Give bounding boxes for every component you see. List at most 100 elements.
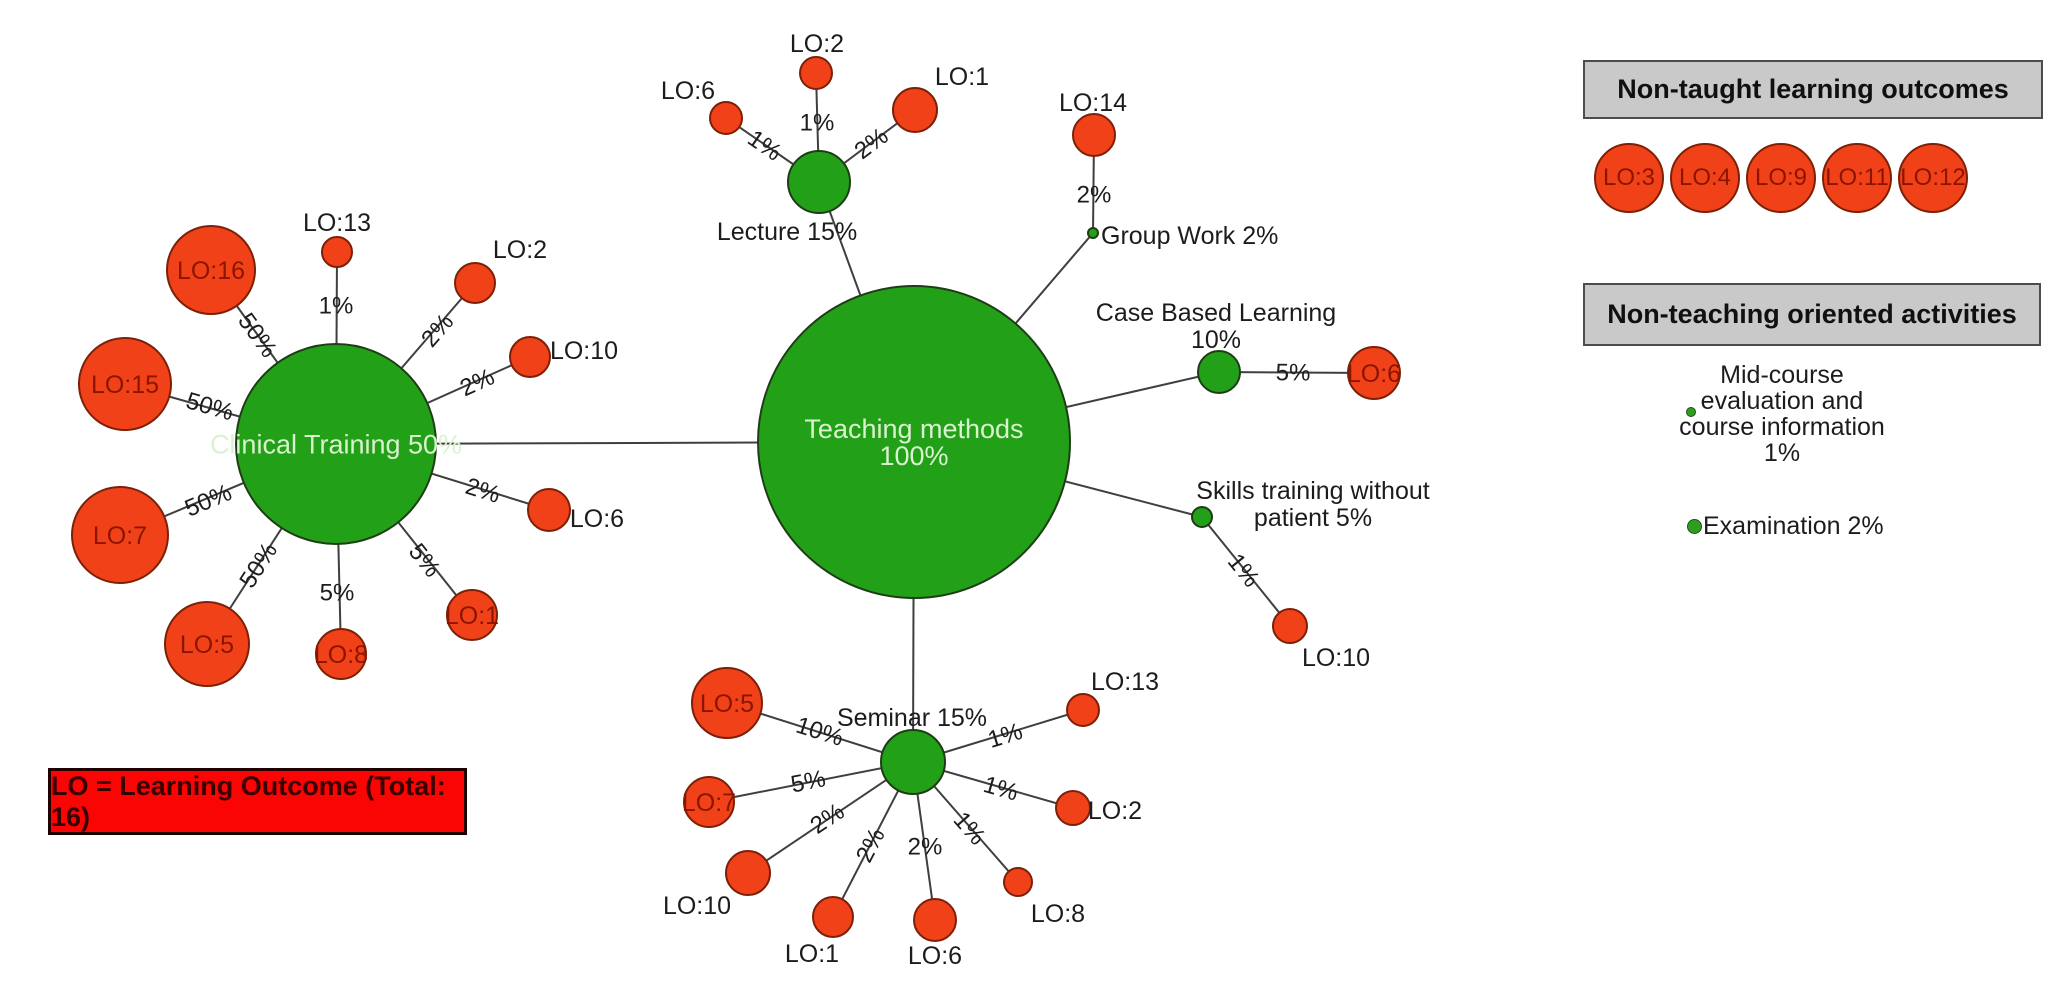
edge-percent-label-clinical-training-lo1: 5% bbox=[403, 539, 446, 583]
method-label-teaching-methods: Teaching methods bbox=[804, 414, 1023, 444]
outcome-node-lecture-lo2 bbox=[799, 56, 833, 90]
method-node-seminar bbox=[880, 729, 946, 795]
outcome-node-clinical-training-lo10 bbox=[509, 336, 551, 378]
edge-percent-label-seminar-lo2: 1% bbox=[980, 771, 1021, 807]
non-taught-outcome-lo11: LO:11 bbox=[1822, 143, 1892, 213]
non-taught-outcome-lo4: LO:4 bbox=[1670, 143, 1740, 213]
outcome-node-clinical-training-lo6 bbox=[527, 488, 571, 532]
outcome-node-clinical-training-lo5 bbox=[164, 601, 250, 687]
non-taught-outcome-lo9: LO:9 bbox=[1746, 143, 1816, 213]
edge-percent-label-lecture-lo2: 1% bbox=[800, 109, 835, 136]
outcome-node-seminar-lo10 bbox=[725, 850, 771, 896]
outcome-node-group-work-lo14 bbox=[1072, 113, 1116, 157]
outcome-label-clinical-training-lo1: LO:1 bbox=[445, 602, 499, 630]
outcome-label-seminar-lo10: LO:10 bbox=[663, 892, 731, 920]
outcome-label-clinical-training-lo2: LO:2 bbox=[493, 236, 547, 264]
outcome-node-seminar-lo7 bbox=[683, 776, 735, 828]
method-node-case-based-learning bbox=[1197, 350, 1241, 394]
outcome-label-case-based-learning-lo6: LO:6 bbox=[1347, 360, 1401, 388]
outcome-label-lecture-lo2: LO:2 bbox=[790, 30, 844, 58]
outcome-node-seminar-lo6 bbox=[913, 898, 957, 942]
method-node-lecture bbox=[787, 150, 851, 214]
edge-percent-label-clinical-training-lo13: 1% bbox=[319, 292, 354, 319]
edge-percent-label-clinical-training-lo15: 50% bbox=[183, 387, 237, 426]
outcome-label-clinical-training-lo5: LO:5 bbox=[180, 631, 234, 659]
method-label-case-based-learning: 10% bbox=[1191, 326, 1241, 354]
method-label-group-work: Group Work 2% bbox=[1101, 222, 1278, 250]
edge-seminar-lo10 bbox=[747, 761, 914, 874]
edge-percent-label-seminar-lo10: 2% bbox=[806, 798, 850, 840]
edge-percent-label-seminar-lo7: 5% bbox=[789, 765, 828, 798]
examination-dot bbox=[1687, 519, 1702, 534]
outcome-node-lecture-lo1 bbox=[892, 87, 938, 133]
examination-activity-label: Examination 2% bbox=[1703, 512, 1884, 540]
edge-percent-label-lecture-lo6: 1% bbox=[743, 125, 787, 167]
outcome-label-lecture-lo6: LO:6 bbox=[661, 77, 715, 105]
mid-course-line: Mid-course bbox=[1720, 361, 1844, 389]
outcome-label-seminar-lo2: LO:2 bbox=[1088, 797, 1142, 825]
outcome-node-clinical-training-lo7 bbox=[71, 486, 169, 584]
outcome-label-clinical-training-lo16: LO:16 bbox=[177, 257, 245, 285]
outcome-label-seminar-lo7: LO:7 bbox=[682, 789, 736, 817]
edge-percent-label-clinical-training-lo5: 50% bbox=[234, 538, 283, 593]
non-taught-outcome-lo12: LO:12 bbox=[1898, 143, 1968, 213]
method-node-group-work bbox=[1087, 227, 1099, 239]
method-node-clinical-training bbox=[235, 343, 437, 545]
edge-percent-label-clinical-training-lo10: 2% bbox=[456, 363, 499, 402]
outcome-node-clinical-training-lo13 bbox=[321, 236, 353, 268]
outcome-label-group-work-lo14: LO:14 bbox=[1059, 89, 1127, 117]
method-label-clinical-training: Clinical Training 50% bbox=[210, 429, 462, 459]
non-taught-outcomes-header: Non-taught learning outcomes bbox=[1583, 60, 2043, 119]
method-label-teaching-methods: 100% bbox=[879, 441, 948, 471]
outcome-label-clinical-training-lo15: LO:15 bbox=[91, 371, 159, 399]
method-label-case-based-learning: Case Based Learning bbox=[1096, 299, 1336, 327]
edge-percent-label-clinical-training-lo2: 2% bbox=[416, 309, 459, 353]
outcome-label-seminar-lo6: LO:6 bbox=[908, 942, 962, 970]
outcome-label-skills-training-without-patient-lo10: LO:10 bbox=[1302, 644, 1370, 672]
method-node-skills-training-without-patient bbox=[1191, 506, 1213, 528]
outcome-node-case-based-learning-lo6 bbox=[1347, 346, 1401, 400]
edge-percent-label-seminar-lo13: 1% bbox=[985, 718, 1026, 754]
edge-percent-label-clinical-training-lo6: 2% bbox=[462, 473, 503, 509]
edge-percent-label-clinical-training-lo7: 50% bbox=[181, 479, 236, 523]
edge-percent-label-lecture-lo1: 2% bbox=[850, 123, 894, 165]
outcome-label-clinical-training-lo13: LO:13 bbox=[303, 209, 371, 237]
method-label-seminar: Seminar 15% bbox=[837, 704, 987, 732]
edge-seminar-lo7 bbox=[708, 761, 914, 803]
outcome-node-seminar-lo5 bbox=[691, 667, 763, 739]
edge-percent-label-group-work-lo14: 2% bbox=[1077, 181, 1112, 208]
outcome-node-skills-training-without-patient-lo10 bbox=[1272, 608, 1308, 644]
outcome-label-lecture-lo1: LO:1 bbox=[935, 63, 989, 91]
method-node-teaching-methods bbox=[757, 285, 1071, 599]
outcome-node-seminar-lo13 bbox=[1066, 693, 1100, 727]
outcome-label-clinical-training-lo8: LO:8 bbox=[314, 641, 368, 669]
outcome-label-seminar-lo5: LO:5 bbox=[700, 690, 754, 718]
mid-course-line: evaluation and bbox=[1700, 387, 1864, 415]
non-teaching-activities-header: Non-teaching oriented activities bbox=[1583, 283, 2041, 346]
mid-course-line: course information bbox=[1679, 413, 1885, 441]
outcome-node-seminar-lo2 bbox=[1055, 790, 1091, 826]
mid-course-activity-label: Mid-course evaluation and course informa… bbox=[1667, 362, 1897, 466]
outcome-label-clinical-training-lo6: LO:6 bbox=[570, 505, 624, 533]
outcome-label-clinical-training-lo7: LO:7 bbox=[93, 522, 147, 550]
edge-percent-label-seminar-lo1: 2% bbox=[851, 824, 891, 867]
outcome-node-lecture-lo6 bbox=[709, 101, 743, 135]
edge-percent-label-clinical-training-lo8: 5% bbox=[320, 579, 355, 606]
outcome-node-clinical-training-lo16 bbox=[166, 225, 256, 315]
outcome-label-clinical-training-lo10: LO:10 bbox=[550, 337, 618, 365]
outcome-node-clinical-training-lo2 bbox=[454, 262, 496, 304]
edge-skills-training-without-patient-lo10 bbox=[1201, 516, 1291, 627]
outcome-node-seminar-lo8 bbox=[1003, 867, 1033, 897]
outcome-node-clinical-training-lo1 bbox=[446, 589, 498, 641]
mid-course-dot bbox=[1686, 407, 1696, 417]
method-label-lecture: Lecture 15% bbox=[717, 218, 857, 246]
outcome-label-seminar-lo8: LO:8 bbox=[1031, 900, 1085, 928]
edge-percent-label-seminar-lo6: 2% bbox=[908, 833, 943, 860]
method-label-skills-training-without-patient: Skills training without bbox=[1196, 477, 1429, 505]
legend-box: LO = Learning Outcome (Total: 16) bbox=[48, 768, 467, 835]
edge-percent-label-case-based-learning-lo6: 5% bbox=[1276, 359, 1311, 386]
method-label-skills-training-without-patient: patient 5% bbox=[1254, 504, 1372, 532]
outcome-node-clinical-training-lo15 bbox=[78, 337, 172, 431]
